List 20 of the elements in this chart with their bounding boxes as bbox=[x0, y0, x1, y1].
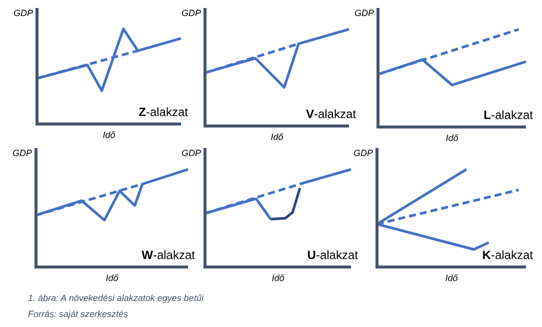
x-axis-title: Idő bbox=[102, 130, 116, 140]
x-axis-title: Idő bbox=[445, 273, 459, 283]
text: L-alakzat bbox=[484, 108, 534, 122]
text: V-alakzat bbox=[306, 107, 357, 121]
y-axis-title: GDP bbox=[354, 8, 374, 18]
text: 1. ábra: A növekedési alakzatok egyes betűi bbox=[28, 293, 204, 303]
y-axis-title: GDP bbox=[181, 148, 201, 158]
y-axis-title: GDP bbox=[181, 8, 201, 18]
x-axis-title: Idő bbox=[106, 273, 120, 283]
x-axis-title: Idő bbox=[272, 273, 286, 283]
y-axis-title: GDP bbox=[12, 148, 32, 158]
x-axis-title: Idő bbox=[270, 132, 284, 142]
text: K-alakzat bbox=[482, 248, 534, 262]
text: W-alakzat bbox=[142, 248, 196, 262]
y-axis-title: GDP bbox=[13, 8, 33, 18]
text: Forrás: saját szerkesztés bbox=[28, 309, 129, 319]
x-axis-title: Idő bbox=[446, 133, 460, 143]
y-axis-title: GDP bbox=[353, 148, 373, 158]
text: Z-alakzat bbox=[138, 105, 189, 119]
text: U-alakzat bbox=[307, 248, 359, 262]
